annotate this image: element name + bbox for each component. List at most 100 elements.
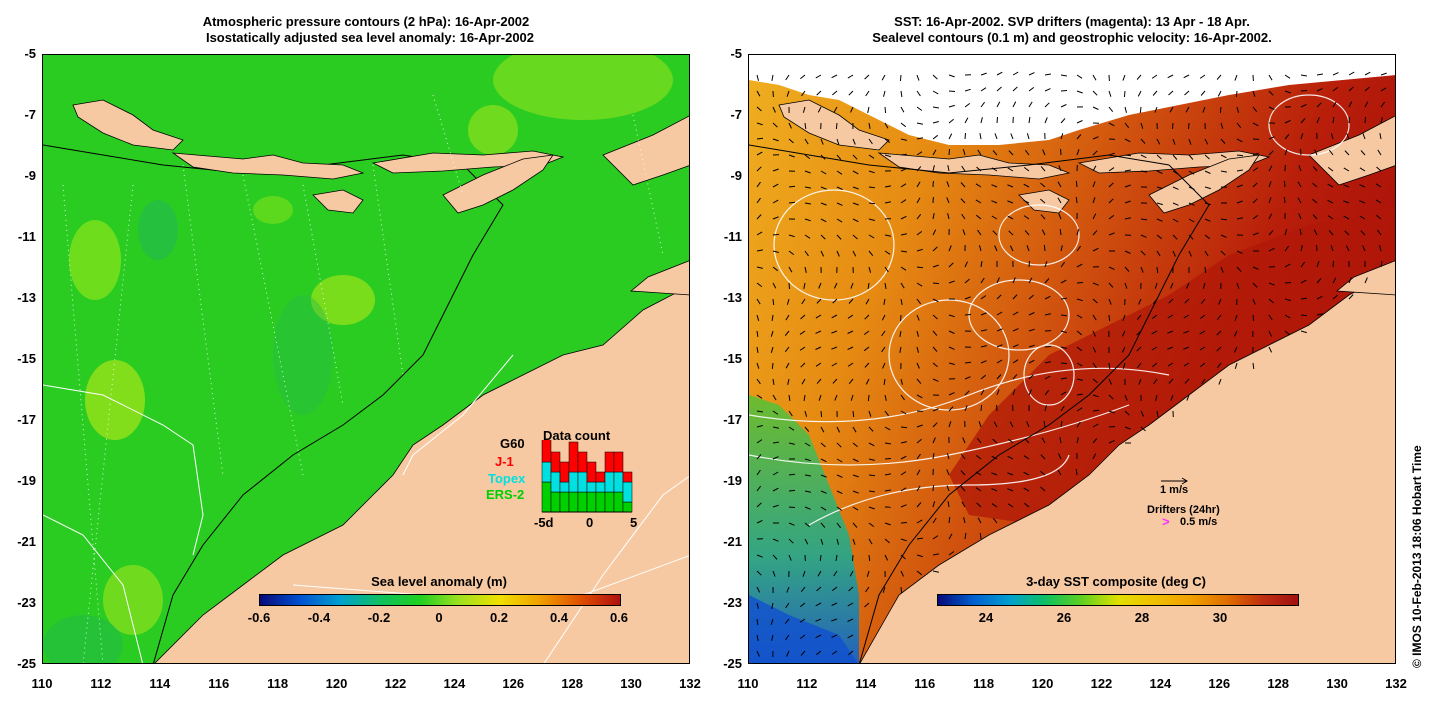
velocity-scale-label: 1 m/s xyxy=(1160,484,1189,496)
velocity-arrow xyxy=(801,90,806,97)
velocity-arrow xyxy=(1316,313,1323,316)
velocity-arrow xyxy=(960,470,966,476)
velocity-arrow xyxy=(1188,202,1195,206)
velocity-arrow xyxy=(784,346,790,353)
velocity-arrow xyxy=(836,474,843,478)
velocity-arrow xyxy=(1183,346,1190,350)
velocity-arrow xyxy=(801,378,806,385)
velocity-arrow xyxy=(1012,404,1014,412)
velocity-arrow xyxy=(820,442,826,448)
left-map-canvas xyxy=(43,55,689,663)
velocity-arrow xyxy=(1300,261,1305,268)
velocity-arrow xyxy=(1156,410,1159,417)
velocity-arrow xyxy=(788,122,792,129)
velocity-arrow xyxy=(948,406,954,412)
velocity-arrow xyxy=(756,570,762,576)
velocity-arrow xyxy=(975,487,982,492)
velocity-arrow xyxy=(1092,314,1097,321)
velocity-arrow xyxy=(980,360,987,364)
velocity-arrow xyxy=(991,184,998,188)
velocity-arrow xyxy=(815,618,822,622)
velocity-arrow xyxy=(852,458,859,462)
velocity-arrow xyxy=(1236,138,1243,143)
velocity-arrow xyxy=(1236,282,1240,289)
velocity-arrow xyxy=(1376,166,1382,172)
velocity-arrow xyxy=(1139,106,1142,114)
velocity-arrow xyxy=(1012,277,1016,284)
velocity-arrow xyxy=(976,502,982,508)
velocity-arrow xyxy=(756,197,761,204)
velocity-arrow xyxy=(756,181,761,188)
velocity-arrow xyxy=(1344,150,1350,156)
velocity-arrow xyxy=(916,90,921,97)
velocity-arrow xyxy=(1236,250,1243,254)
velocity-arrow xyxy=(1012,389,1016,396)
velocity-arrow xyxy=(836,138,840,145)
velocity-arrow xyxy=(1204,250,1209,257)
velocity-arrow xyxy=(1312,166,1318,172)
velocity-arrow xyxy=(992,230,998,236)
right-sst-map[interactable] xyxy=(748,54,1396,664)
data-count-chart xyxy=(541,440,633,513)
lon-tick-label: 116 xyxy=(208,676,230,691)
velocity-arrow xyxy=(1379,133,1382,140)
velocity-arrow xyxy=(1124,266,1130,272)
velocity-arrow xyxy=(1092,181,1096,188)
velocity-arrow xyxy=(772,394,777,401)
velocity-arrow xyxy=(772,456,779,460)
velocity-arrow xyxy=(852,218,859,223)
velocity-arrow xyxy=(1057,469,1062,476)
velocity-arrow xyxy=(815,74,822,79)
velocity-arrow xyxy=(1360,230,1366,236)
lon-tick-label: 122 xyxy=(1090,676,1113,691)
velocity-arrow xyxy=(1172,234,1178,240)
velocity-arrow xyxy=(1040,454,1046,460)
velocity-arrow xyxy=(1124,169,1131,172)
velocity-arrow xyxy=(1023,502,1030,508)
velocity-arrow xyxy=(1140,138,1146,144)
velocity-arrow xyxy=(756,122,763,126)
velocity-arrow xyxy=(1136,74,1142,80)
velocity-arrow xyxy=(1268,136,1275,140)
velocity-arrow xyxy=(900,266,907,271)
velocity-arrow xyxy=(900,250,907,253)
velocity-arrow xyxy=(900,586,903,594)
lon-tick-label: 126 xyxy=(1208,676,1231,691)
velocity-arrow xyxy=(1216,362,1222,369)
velocity-arrow xyxy=(1108,362,1111,369)
velocity-arrow xyxy=(804,442,811,447)
velocity-arrow xyxy=(1152,90,1158,96)
velocity-arrow xyxy=(883,298,886,305)
lat-tick-label: -13 xyxy=(17,290,36,305)
velocity-arrow xyxy=(900,410,907,415)
velocity-arrow xyxy=(964,132,966,140)
data-count-bar-j1 xyxy=(559,461,570,483)
velocity-arrow xyxy=(1364,101,1369,108)
velocity-arrow xyxy=(1140,426,1146,432)
velocity-arrow xyxy=(1362,133,1366,140)
velocity-arrow xyxy=(1364,116,1366,124)
velocity-arrow xyxy=(932,362,938,368)
velocity-arrow xyxy=(900,455,907,460)
velocity-arrow xyxy=(1364,277,1368,284)
velocity-arrow xyxy=(1108,122,1115,127)
velocity-arrow xyxy=(1010,133,1014,140)
velocity-arrow xyxy=(1300,133,1304,140)
velocity-arrow xyxy=(946,181,950,188)
velocity-arrow xyxy=(1044,313,1051,316)
velocity-arrow xyxy=(756,554,763,558)
velocity-arrow xyxy=(1219,106,1222,114)
velocity-arrow xyxy=(1220,250,1226,256)
velocity-arrow xyxy=(804,234,811,239)
velocity-arrow xyxy=(1252,314,1255,322)
velocity-arrow xyxy=(1012,71,1019,76)
velocity-arrow xyxy=(1268,181,1272,188)
left-sea-level-map[interactable] xyxy=(42,54,690,664)
velocity-arrow xyxy=(1028,312,1035,316)
velocity-arrow xyxy=(1236,200,1243,204)
velocity-arrow xyxy=(932,264,939,268)
velocity-arrow xyxy=(916,314,920,321)
velocity-arrow xyxy=(1216,346,1222,352)
velocity-arrow xyxy=(815,314,822,319)
velocity-arrow xyxy=(819,554,822,562)
